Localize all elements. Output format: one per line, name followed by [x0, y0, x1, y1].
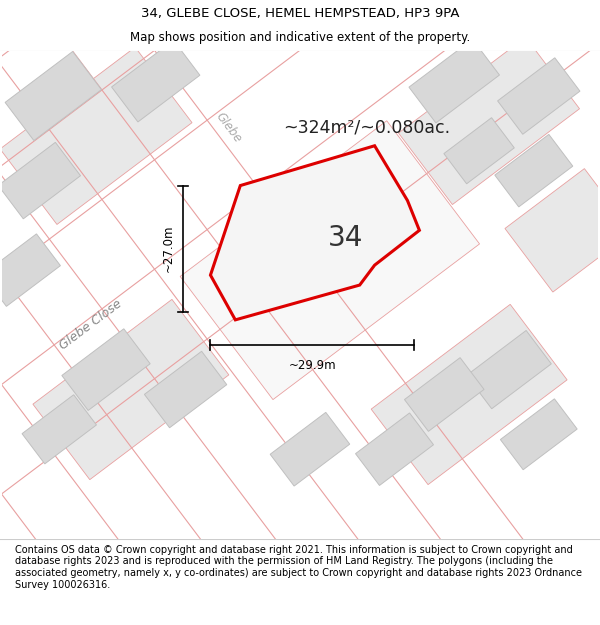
Polygon shape [356, 413, 434, 486]
Text: ~324m²/~0.080ac.: ~324m²/~0.080ac. [283, 119, 450, 137]
Polygon shape [145, 351, 227, 428]
Polygon shape [398, 38, 580, 204]
Polygon shape [211, 146, 419, 320]
Polygon shape [0, 142, 80, 219]
Polygon shape [22, 395, 97, 464]
Polygon shape [5, 51, 101, 141]
Polygon shape [62, 329, 150, 411]
Polygon shape [409, 39, 499, 123]
Polygon shape [112, 40, 200, 122]
Polygon shape [404, 357, 484, 431]
Polygon shape [505, 169, 600, 292]
Polygon shape [467, 331, 551, 409]
Text: ~27.0m: ~27.0m [161, 225, 175, 272]
Polygon shape [33, 299, 229, 479]
Polygon shape [497, 58, 580, 134]
Polygon shape [0, 234, 61, 306]
Polygon shape [444, 118, 514, 184]
Polygon shape [0, 47, 192, 224]
Text: Glebe: Glebe [213, 110, 244, 146]
Polygon shape [495, 134, 573, 207]
Text: 34, GLEBE CLOSE, HEMEL HEMPSTEAD, HP3 9PA: 34, GLEBE CLOSE, HEMEL HEMPSTEAD, HP3 9P… [141, 8, 459, 21]
Polygon shape [500, 399, 577, 470]
Text: Map shows position and indicative extent of the property.: Map shows position and indicative extent… [130, 31, 470, 44]
Polygon shape [371, 304, 567, 484]
Text: Contains OS data © Crown copyright and database right 2021. This information is : Contains OS data © Crown copyright and d… [15, 545, 582, 589]
Text: 34: 34 [328, 224, 364, 253]
Text: Glebe Close: Glebe Close [58, 298, 125, 352]
Polygon shape [270, 412, 350, 486]
Text: ~29.9m: ~29.9m [289, 359, 336, 372]
Polygon shape [180, 121, 479, 399]
